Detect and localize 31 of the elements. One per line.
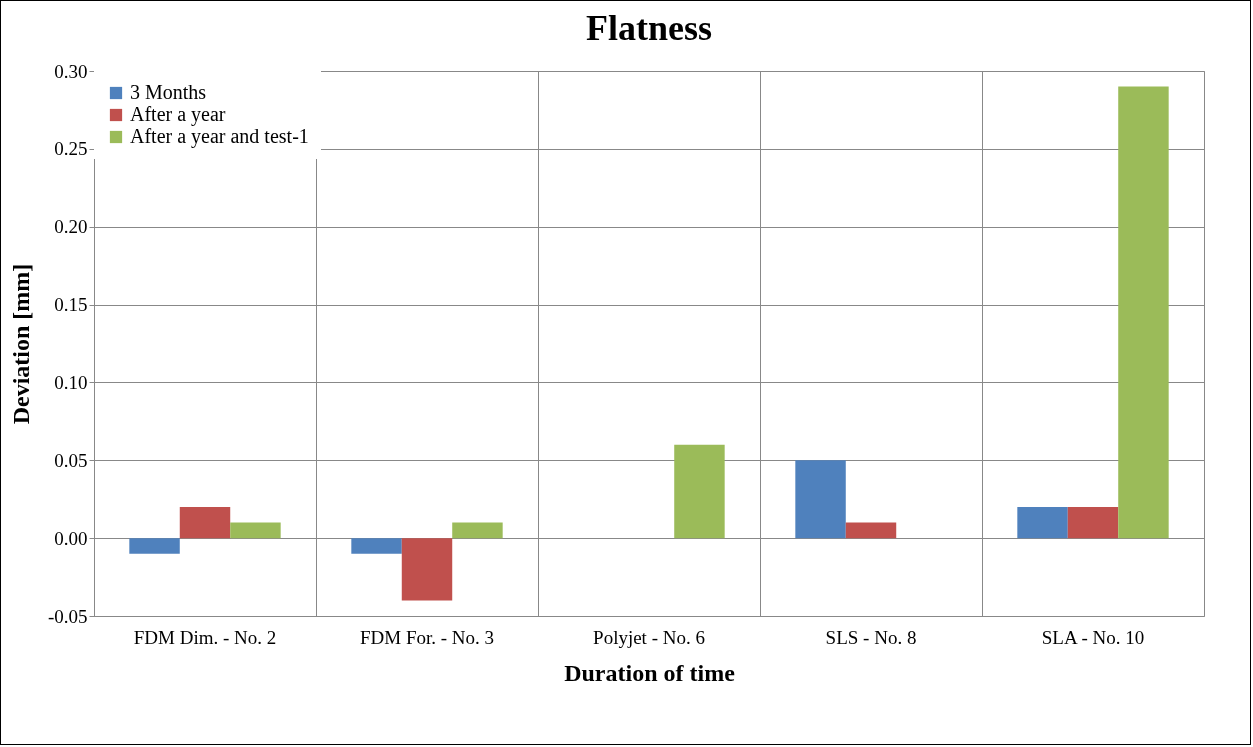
bar — [230, 522, 281, 539]
bar — [351, 538, 402, 554]
y-tick-label: 0.05 — [54, 449, 88, 471]
legend-label: After a year — [130, 103, 226, 126]
bar — [179, 507, 231, 539]
bar — [129, 538, 180, 554]
bar — [1118, 86, 1169, 539]
legend-label: 3 Months — [130, 81, 207, 103]
y-axis-title: Deviation [mm] — [7, 263, 34, 425]
bar — [845, 522, 897, 539]
legend-label: After a year and test-1 — [130, 125, 309, 148]
y-tick-label: 0.20 — [54, 216, 88, 238]
x-axis-title: Duration of time — [564, 659, 736, 686]
y-tick-label: 0.00 — [54, 527, 88, 549]
y-tick-label: 0.10 — [54, 371, 88, 393]
y-tick-label: -0.05 — [47, 605, 88, 627]
x-tick-label: Polyjet - No. 6 — [593, 626, 705, 648]
bar — [1017, 507, 1068, 539]
bar — [795, 460, 846, 539]
x-tick-label: FDM For. - No. 3 — [359, 626, 495, 648]
chart-title: Flatness — [586, 8, 712, 48]
x-tick-label: SLA - No. 10 — [1041, 626, 1145, 648]
bar — [401, 538, 453, 601]
bar — [1067, 507, 1119, 539]
bar — [674, 444, 725, 539]
y-tick-label: 0.15 — [54, 294, 88, 316]
bar — [452, 522, 503, 539]
y-tick-label: 0.30 — [54, 60, 88, 82]
y-tick-label: 0.25 — [54, 138, 88, 160]
x-tick-label: SLS - No. 8 — [825, 626, 917, 648]
x-tick-label: FDM Dim. - No. 2 — [133, 626, 277, 648]
